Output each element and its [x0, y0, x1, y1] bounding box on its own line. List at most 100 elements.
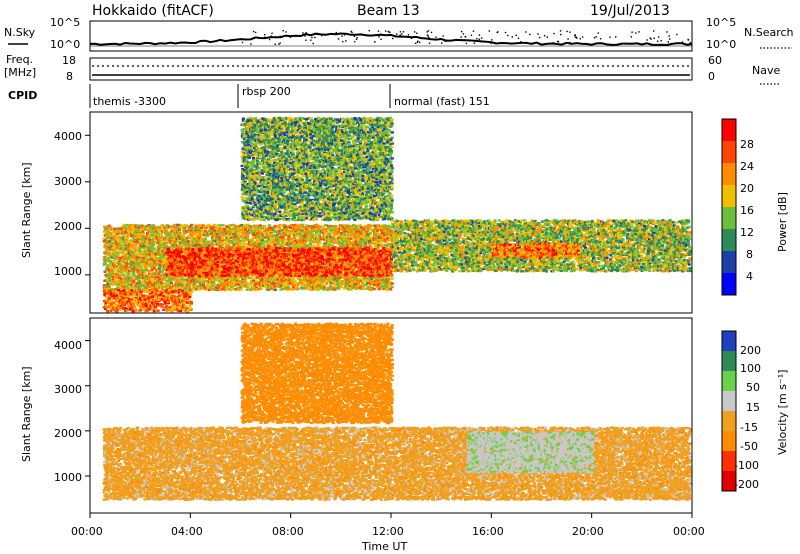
power-echo-cell: [151, 284, 154, 286]
power-echo-cell: [332, 286, 335, 288]
noise-search-dot: [392, 38, 393, 39]
noise-tick-low-right: 10^0: [706, 38, 736, 51]
noise-search-dot: [690, 42, 691, 43]
power-echo-cell: [357, 282, 360, 284]
power-echo-cell: [300, 279, 303, 281]
noise-search-dot: [600, 38, 601, 39]
noise-search-dot: [638, 31, 639, 32]
noise-search-dot: [529, 34, 530, 35]
noise-search-dot: [676, 34, 677, 35]
noise-search-dot: [569, 31, 570, 32]
noise-search-dot: [560, 34, 561, 35]
power-echo-cell: [113, 228, 116, 230]
noise-search-dot: [537, 33, 538, 34]
power-echo-cell: [209, 225, 212, 227]
power-echo-cell: [328, 233, 331, 235]
noise-search-dot: [242, 39, 243, 40]
noise-search-dot: [285, 31, 286, 32]
power-echo-cell: [109, 226, 112, 228]
noise-search-dot: [677, 42, 678, 43]
noise-search-dot: [463, 33, 464, 34]
noise-search-dot: [518, 38, 519, 39]
noise-search-dot: [490, 43, 491, 44]
power-echo-cell: [311, 230, 314, 232]
noise-search-dot: [305, 32, 306, 33]
noise-search-dot: [516, 35, 517, 36]
power-echo-cell: [107, 258, 110, 260]
power-echo-cell: [318, 234, 321, 236]
noise-search-dot: [374, 41, 375, 42]
noise-search-dot: [305, 40, 306, 41]
noise-search-dot: [312, 43, 313, 44]
power-echo-cell: [164, 239, 167, 241]
noise-search-dot: [657, 41, 658, 42]
power-echo-cell: [161, 271, 164, 273]
power-echo-cell: [107, 269, 110, 271]
power-echo-cell: [190, 224, 193, 226]
power-echo-cell: [252, 280, 255, 282]
power-echo-cell: [246, 235, 249, 237]
power-echo-cell: [301, 224, 304, 226]
power-echo-cell: [256, 280, 259, 282]
noise-search-dot: [351, 32, 352, 33]
noise-search-dot: [465, 36, 466, 37]
noise-search-dot: [400, 31, 401, 32]
noise-search-dot: [411, 38, 412, 39]
power-echo-cell: [259, 224, 262, 226]
noise-search-dot: [399, 35, 400, 36]
noise-search-dot: [279, 36, 280, 37]
noise-search-dot: [582, 36, 583, 37]
power-echo-cell: [284, 226, 287, 228]
power-echo-cell: [202, 284, 205, 286]
power-echo-cell: [123, 274, 126, 276]
noise-search-dot: [403, 31, 404, 32]
noise-search-dot: [419, 42, 420, 43]
power-echo-cell: [268, 224, 271, 226]
noise-search-dot: [479, 34, 480, 35]
noise-search-dot: [594, 37, 595, 38]
power-echo-cell: [160, 276, 163, 278]
power-echo-cell: [191, 235, 194, 237]
power-echo-cell: [160, 233, 163, 235]
noise-search-dot: [543, 43, 544, 44]
power-echo-cell: [334, 225, 337, 227]
power-echo-cell: [319, 242, 322, 244]
noise-search-dot: [561, 43, 562, 44]
power-echo-cell: [281, 288, 284, 290]
noise-search-dot: [557, 41, 558, 42]
noise-search-dot: [369, 30, 370, 31]
noise-search-dot: [428, 37, 429, 38]
power-echo-cell: [297, 287, 300, 289]
noise-search-dot: [552, 42, 553, 43]
noise-search-dot: [288, 36, 289, 37]
power-echo-cell: [344, 234, 347, 236]
power-echo-cell: [104, 245, 107, 247]
noise-search-dot: [512, 36, 513, 37]
power-echo-cell: [108, 279, 111, 281]
power-echo-cell: [369, 245, 372, 247]
power-echo-cell: [274, 289, 277, 291]
power-echo-cell: [359, 224, 362, 226]
noise-search-dot: [566, 31, 567, 32]
noise-search-dot: [250, 43, 251, 44]
power-echo-cell: [367, 277, 370, 279]
noise-search-dot: [269, 39, 270, 40]
power-echo-cell: [142, 242, 145, 244]
power-panel: 1000 2000 3000 4000 Slant Range [km] 4 8…: [20, 112, 789, 313]
power-echo-cell: [240, 288, 243, 290]
power-echo-cell: [200, 287, 203, 289]
power-echo-cell: [214, 224, 217, 226]
noise-search-dot: [575, 37, 576, 38]
power-echo-cell: [127, 272, 130, 274]
noise-search-dot: [271, 36, 272, 37]
power-echo-cell: [369, 232, 372, 234]
power-echo-cell: [136, 224, 139, 226]
noise-search-dot: [461, 31, 462, 32]
noise-left-label: N.Sky: [4, 26, 36, 39]
noise-search-dot: [264, 34, 265, 35]
power-echo-cell: [232, 288, 235, 290]
noise-search-dot: [669, 38, 670, 39]
power-echo-cell: [222, 224, 225, 226]
noise-search-dot: [378, 36, 379, 37]
